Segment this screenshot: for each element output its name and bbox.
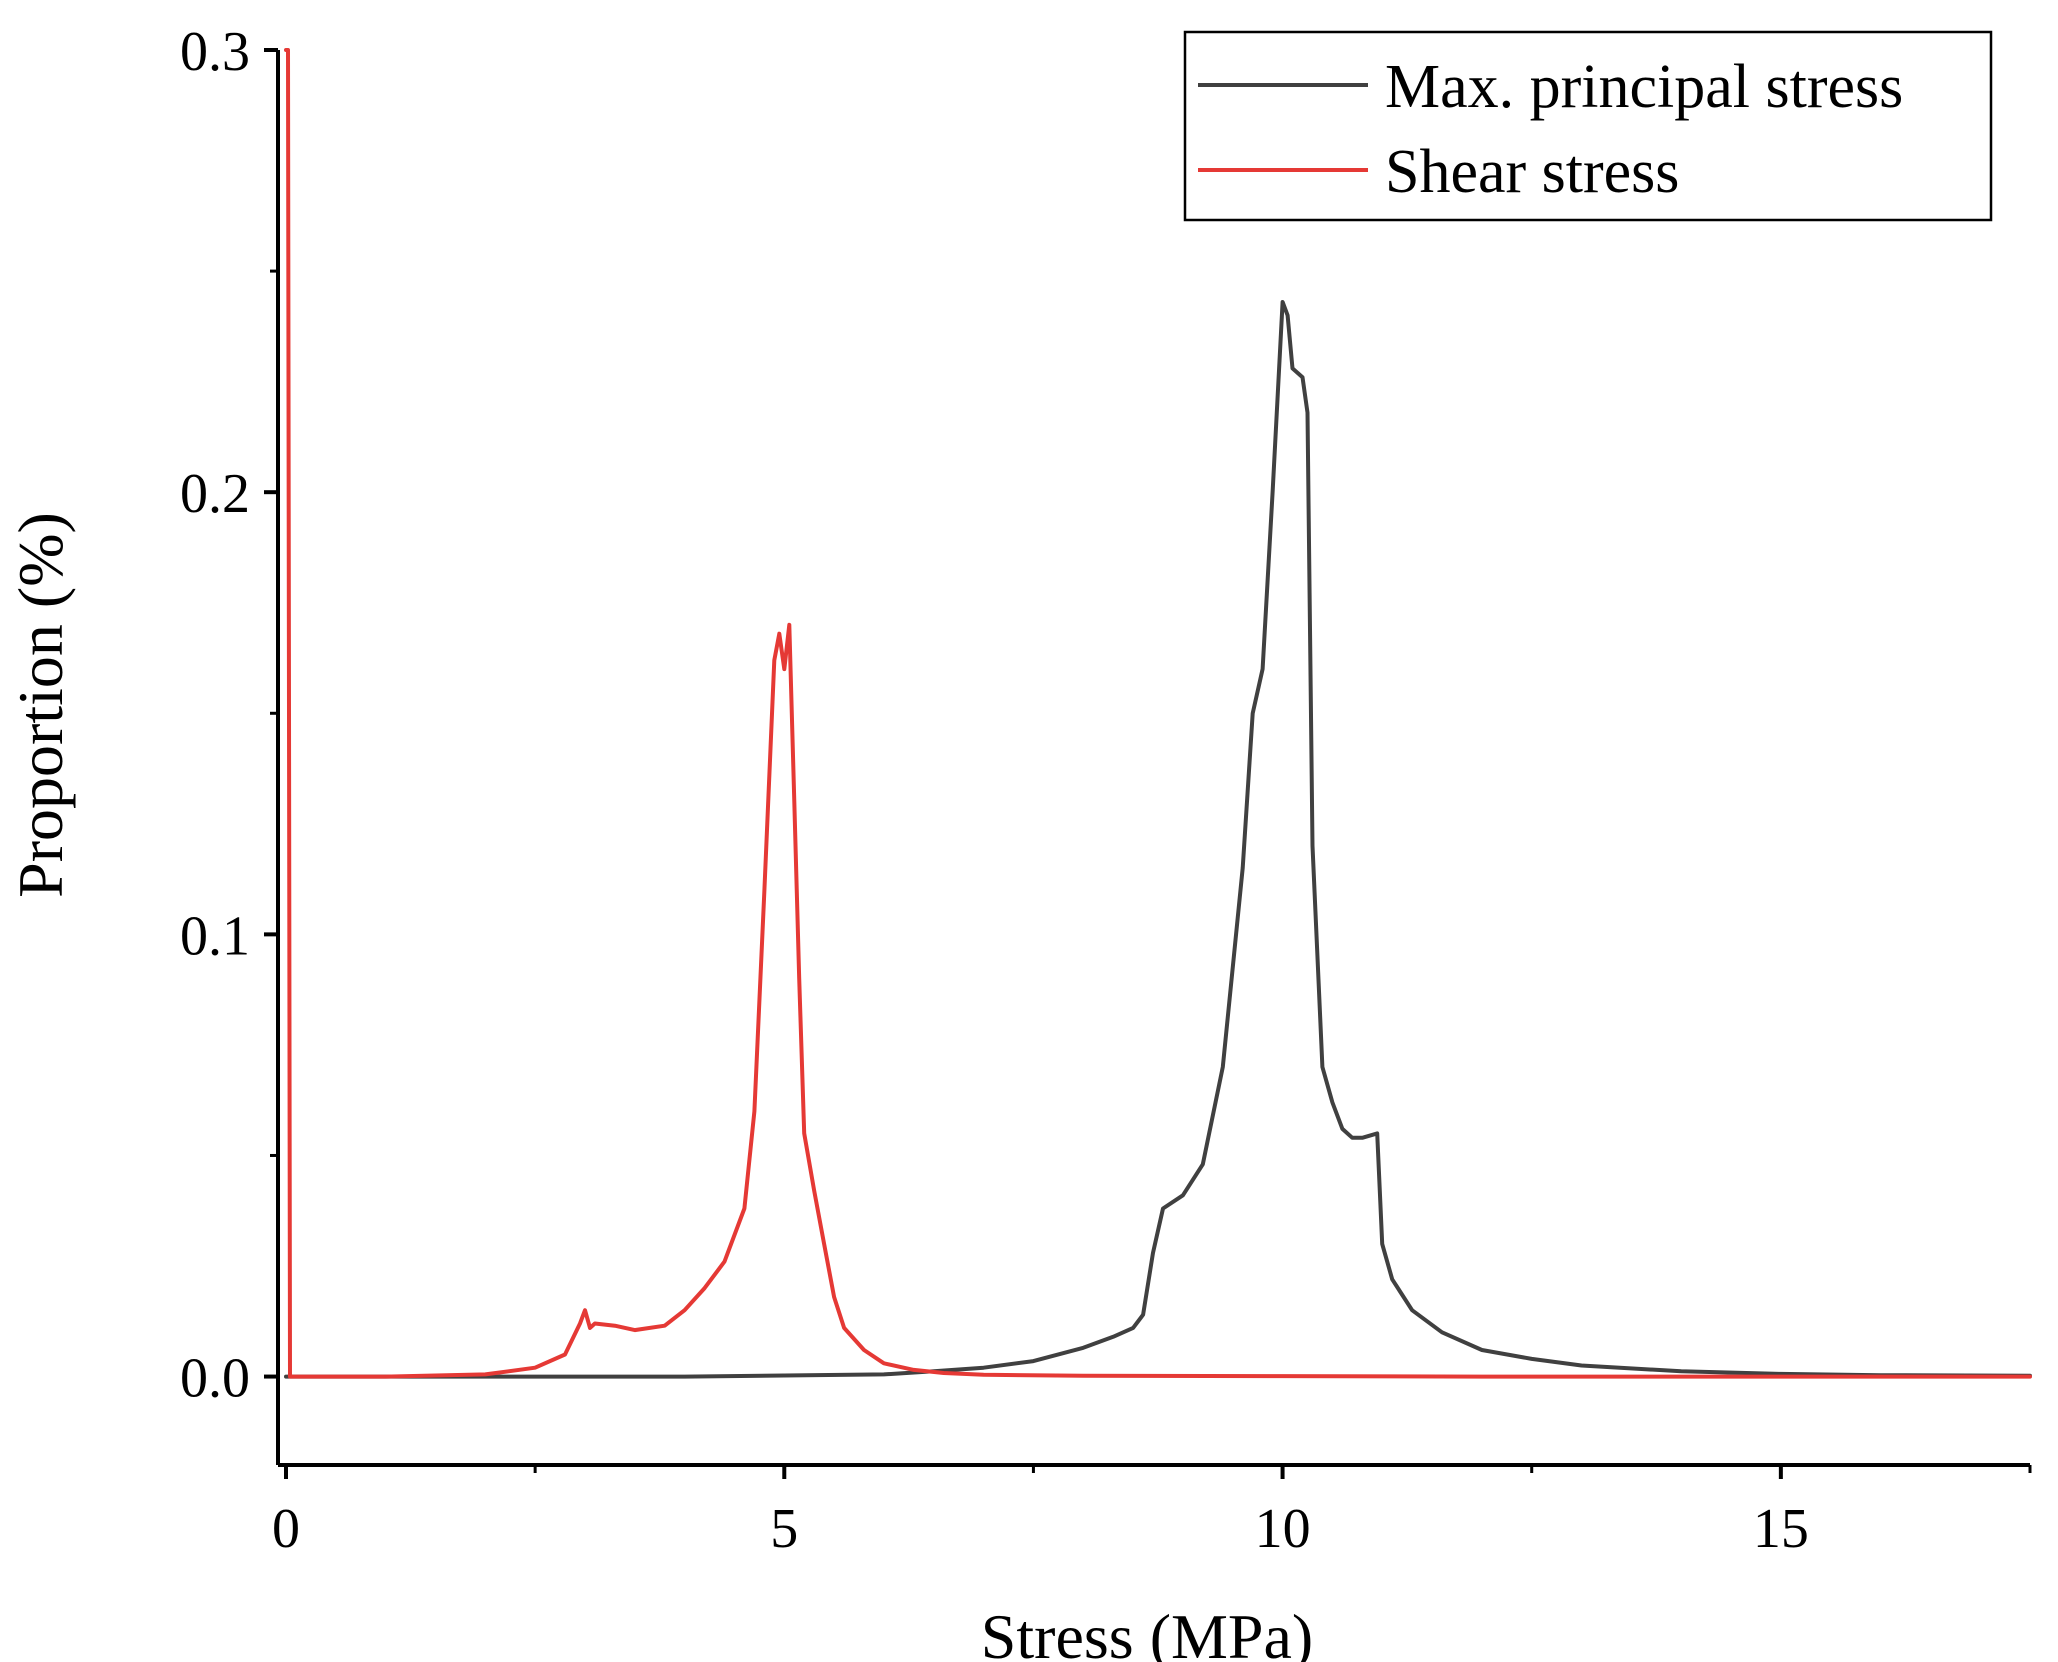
legend: Max. principal stress Shear stress (1183, 30, 1993, 222)
x-tick-label: 0 (272, 1498, 300, 1560)
y-tick-label: 0.1 (180, 905, 250, 967)
legend-label: Max. principal stress (1385, 53, 1903, 121)
legend-box (1183, 30, 1993, 222)
y-tick-label: 0.0 (180, 1348, 250, 1410)
x-tick-label: 5 (770, 1498, 798, 1560)
x-axis-title: Stress (MPa) (981, 1601, 1313, 1662)
y-tick-label: 0.2 (180, 463, 250, 525)
y-axis-title: Proportion (%) (5, 512, 76, 898)
x-tick-label: 15 (1753, 1498, 1809, 1560)
y-tick-label: 0.3 (180, 21, 250, 83)
legend-label: Shear stress (1385, 138, 1679, 206)
series-layer (284, 48, 2032, 1379)
series-line-max-principal-stress (284, 300, 2032, 1379)
x-tick-label: 10 (1255, 1498, 1311, 1560)
axes: 0.0 0.1 0.2 0.3 0 5 10 15 (180, 21, 2032, 1560)
series-line-shear-stress (284, 48, 2032, 1379)
